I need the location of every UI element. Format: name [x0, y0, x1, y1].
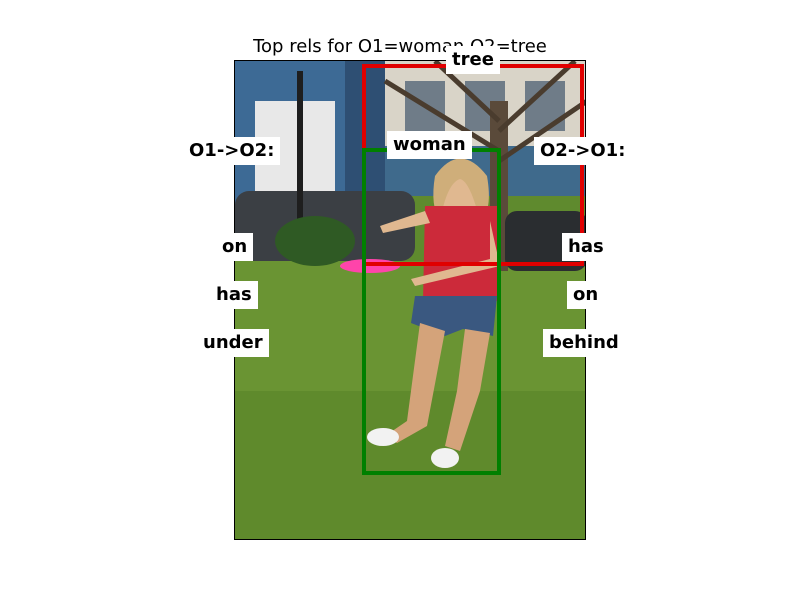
- o1-to-o2-relation-3: under: [197, 329, 269, 357]
- o2-to-o1-relation-3: behind: [543, 329, 625, 357]
- right-column-header: O2->O1:: [534, 137, 632, 165]
- scene-photo: [234, 60, 586, 540]
- figure-title: Top rels for O1=woman,O2=tree: [253, 36, 547, 57]
- woman-bounding-box: [362, 148, 501, 475]
- o1-to-o2-relation-1: on: [216, 233, 254, 261]
- tree-box-label: tree: [446, 46, 500, 74]
- o1-to-o2-relation-2: has: [210, 281, 258, 309]
- o2-to-o1-relation-1: has: [562, 233, 610, 261]
- photo-illustration: [235, 61, 585, 539]
- o2-to-o1-relation-2: on: [567, 281, 605, 309]
- woman-box-label: woman: [387, 131, 472, 159]
- left-column-header: O1->O2:: [183, 137, 281, 165]
